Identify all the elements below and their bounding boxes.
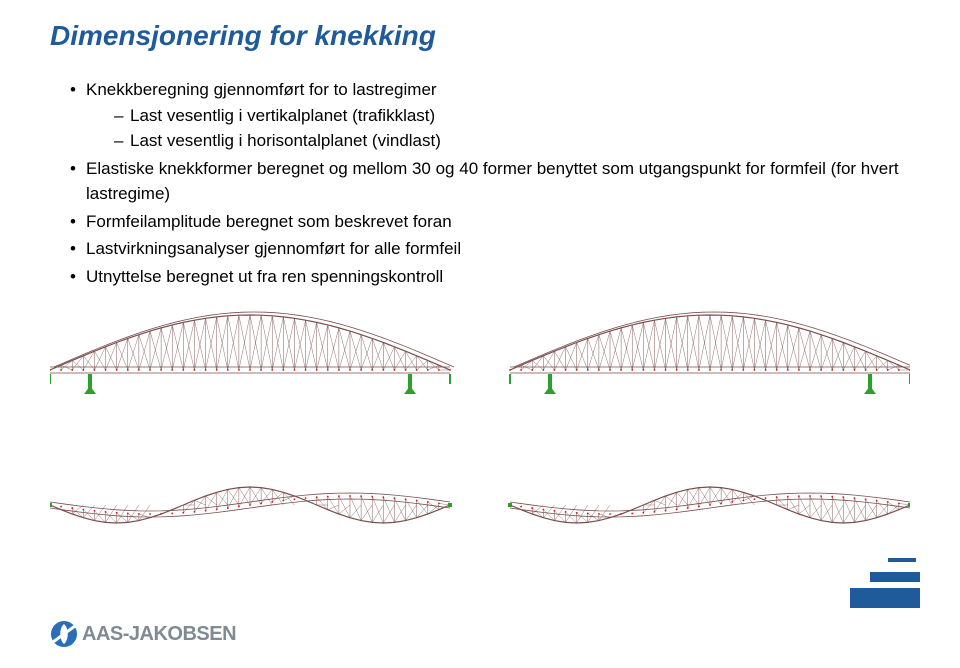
list-item: Knekkberegning gjennomført for to lastre… bbox=[70, 77, 910, 154]
bullet-text: Last vesentlig i horisontalplanet (vindl… bbox=[130, 131, 441, 150]
list-item: Lastvirkningsanalyser gjennomført for al… bbox=[70, 236, 910, 262]
bullet-text: Last vesentlig i vertikalplanet (trafikk… bbox=[130, 106, 435, 125]
logo-icon bbox=[50, 620, 78, 648]
bullet-text: Lastvirkningsanalyser gjennomført for al… bbox=[86, 239, 461, 258]
list-item: Formfeilamplitude beregnet som beskrevet… bbox=[70, 209, 910, 235]
bullet-text: Knekkberegning gjennomført for to lastre… bbox=[86, 80, 437, 99]
bullet-text: Elastiske knekkformer beregnet og mellom… bbox=[86, 159, 899, 204]
company-logo: AAS-JAKOBSEN bbox=[50, 618, 236, 650]
list-item: Last vesentlig i horisontalplanet (vindl… bbox=[114, 128, 910, 154]
page-title: Dimensjonering for knekking bbox=[50, 20, 910, 52]
bridge-diagrams bbox=[50, 300, 910, 560]
sub-bullet-list: Last vesentlig i vertikalplanet (trafikk… bbox=[86, 103, 910, 154]
list-item: Last vesentlig i vertikalplanet (trafikk… bbox=[114, 103, 910, 129]
bullet-text: Utnyttelse beregnet ut fra ren spennings… bbox=[86, 267, 443, 286]
logo-text: AAS-JAKOBSEN bbox=[82, 623, 236, 646]
list-item: Utnyttelse beregnet ut fra ren spennings… bbox=[70, 264, 910, 290]
bullet-list: Knekkberegning gjennomført for to lastre… bbox=[70, 77, 910, 289]
corner-decoration-icon bbox=[850, 558, 920, 608]
truss-svg bbox=[50, 300, 910, 560]
bullet-text: Formfeilamplitude beregnet som beskrevet… bbox=[86, 212, 452, 231]
list-item: Elastiske knekkformer beregnet og mellom… bbox=[70, 156, 910, 207]
